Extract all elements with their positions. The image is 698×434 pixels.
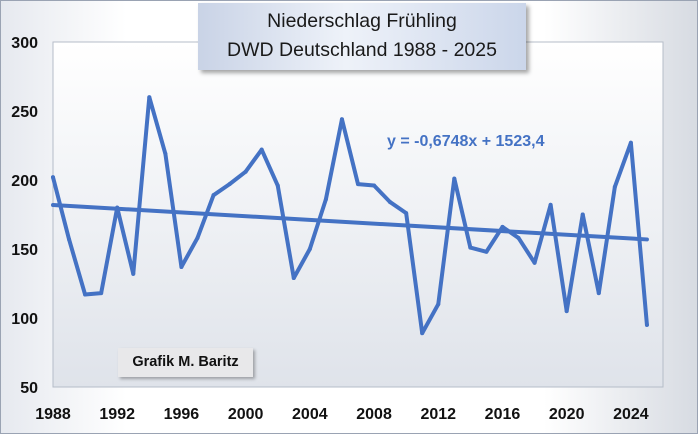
x-tick-label: 2016 xyxy=(485,406,521,423)
y-axis: 50 100 150 200 250 300 xyxy=(11,35,38,397)
x-tick-label: 2012 xyxy=(420,406,456,423)
data-point xyxy=(259,147,264,152)
data-point xyxy=(195,235,200,240)
x-tick-label: 2024 xyxy=(613,406,649,423)
data-point xyxy=(227,182,232,187)
data-point xyxy=(51,175,55,180)
data-point xyxy=(356,182,360,187)
data-point xyxy=(291,275,296,280)
data-point xyxy=(628,140,633,145)
data-point xyxy=(275,183,280,188)
data-point xyxy=(243,169,248,174)
x-tick-label: 2008 xyxy=(356,406,392,423)
series-line-precipitation xyxy=(51,95,649,336)
data-point xyxy=(436,302,441,307)
y-tick-label: 200 xyxy=(11,173,38,190)
data-point xyxy=(323,197,328,202)
data-point xyxy=(500,224,505,229)
data-point xyxy=(564,309,569,314)
data-point xyxy=(452,176,457,181)
data-point xyxy=(339,117,344,122)
trendline-equation: y = -0,6748x + 1523,4 xyxy=(387,133,545,150)
chart-title-box: Niederschlag Frühling DWD Deutschland 19… xyxy=(198,3,526,70)
data-point xyxy=(580,212,585,217)
data-point xyxy=(532,260,537,265)
data-point xyxy=(644,322,649,327)
x-tick-label: 2000 xyxy=(228,406,264,423)
data-point xyxy=(307,247,312,251)
data-point xyxy=(67,237,72,242)
y-tick-label: 250 xyxy=(11,104,38,121)
trend-line xyxy=(51,202,649,242)
data-point xyxy=(211,193,216,198)
y-tick-label: 50 xyxy=(20,380,38,397)
credit-label: Grafik M. Baritz xyxy=(118,348,253,377)
data-point xyxy=(516,235,521,240)
data-point xyxy=(163,151,168,156)
y-tick-label: 300 xyxy=(11,35,38,52)
plot-area xyxy=(52,41,664,388)
x-tick-label: 2004 xyxy=(292,406,328,423)
data-point xyxy=(99,291,104,296)
x-tick-label: 1988 xyxy=(35,406,71,423)
data-points xyxy=(51,95,649,336)
data-point xyxy=(596,291,601,296)
data-point xyxy=(548,202,553,207)
data-point xyxy=(612,184,617,189)
data-point xyxy=(147,95,152,100)
y-tick-label: 150 xyxy=(11,242,38,259)
chart-subtitle: DWD Deutschland 1988 - 2025 xyxy=(227,39,497,61)
data-point xyxy=(372,183,377,188)
data-point xyxy=(115,205,120,210)
data-point xyxy=(83,292,88,297)
data-point xyxy=(179,264,184,269)
x-axis: 1988 1992 1996 2000 2004 2008 2012 2016 2020 2024 xyxy=(35,406,649,423)
data-point xyxy=(468,245,473,250)
y-tick-label: 100 xyxy=(11,311,38,328)
chart-title: Niederschlag Frühling xyxy=(267,10,457,32)
x-tick-label: 1992 xyxy=(99,406,135,423)
x-tick-label: 2020 xyxy=(549,406,585,423)
data-point xyxy=(484,249,489,254)
x-tick-label: 1996 xyxy=(164,406,200,423)
data-point xyxy=(388,200,393,205)
data-point xyxy=(131,271,136,276)
data-point xyxy=(404,211,409,216)
data-point xyxy=(420,331,425,336)
